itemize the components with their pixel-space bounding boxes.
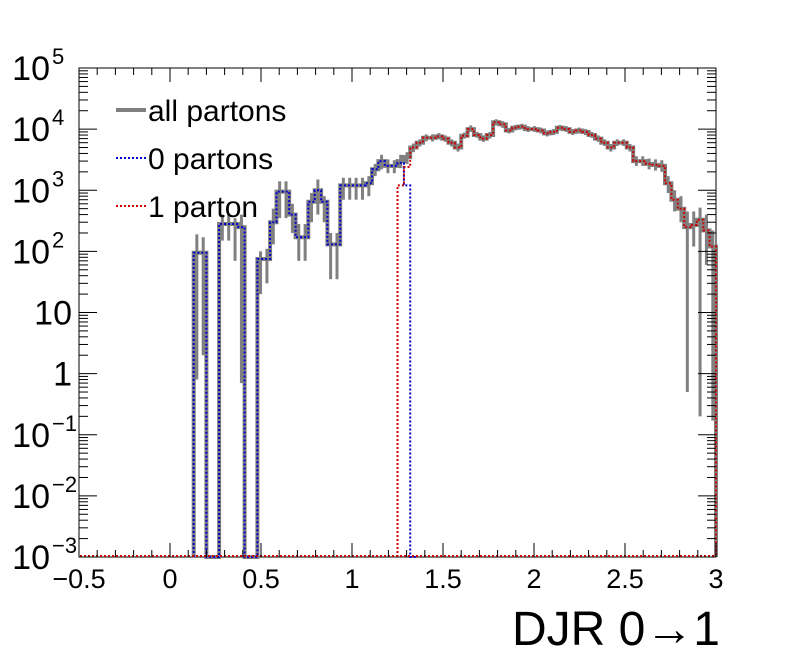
y-tick-exponent: −3 bbox=[52, 533, 77, 558]
legend-label: all partons bbox=[148, 95, 286, 128]
y-tick-label: 10 bbox=[12, 172, 50, 210]
x-tick-label: 1 bbox=[344, 564, 359, 594]
x-tick-label: 3 bbox=[708, 564, 723, 594]
x-axis-label: DJR 0→1 bbox=[512, 603, 720, 656]
x-tick-label: 0 bbox=[162, 564, 177, 594]
y-tick-exponent: 2 bbox=[52, 227, 64, 252]
series-layer bbox=[80, 119, 718, 559]
y-tick-exponent: −2 bbox=[52, 472, 77, 497]
y-tick-label: 10 bbox=[12, 478, 50, 516]
x-tick-label: 0.5 bbox=[242, 564, 280, 594]
y-tick-label: 10 bbox=[12, 111, 50, 149]
legend: all partons 0 partons 1 parton bbox=[116, 95, 286, 224]
x-tick-label: 2.5 bbox=[606, 564, 644, 594]
y-tick-label: 1 bbox=[53, 356, 72, 394]
y-tick-label: 10 bbox=[12, 233, 50, 271]
x-tick-label: 2 bbox=[526, 564, 541, 594]
x-tick-label: 1.5 bbox=[424, 564, 462, 594]
series-all-partons bbox=[191, 119, 718, 559]
x-axis-ticks: −0.5 0 0.5 1 1.5 2 2.5 3 bbox=[52, 68, 724, 594]
y-tick-label: 10 bbox=[12, 417, 50, 455]
legend-label: 0 partons bbox=[148, 143, 273, 176]
y-tick-label: 10 bbox=[12, 539, 50, 577]
y-tick-label: 10 bbox=[34, 295, 72, 333]
series-1-parton bbox=[80, 121, 717, 557]
x-tick-label: −0.5 bbox=[52, 564, 105, 594]
y-tick-exponent: 3 bbox=[52, 166, 64, 191]
legend-label: 1 parton bbox=[148, 191, 258, 224]
y-tick-exponent: −1 bbox=[52, 411, 77, 436]
y-tick-exponent: 4 bbox=[52, 105, 64, 130]
y-tick-exponent: 5 bbox=[52, 44, 64, 69]
y-tick-label: 10 bbox=[12, 50, 50, 88]
